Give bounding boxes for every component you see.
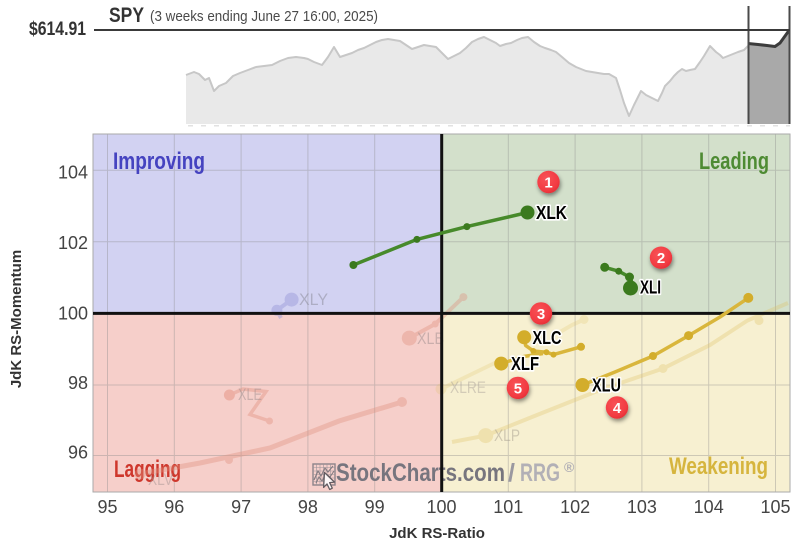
svg-text:102: 102 (560, 497, 590, 517)
svg-text:Leading: Leading (699, 148, 769, 175)
svg-text:Improving: Improving (113, 148, 205, 175)
svg-text:XLC: XLC (533, 328, 562, 348)
svg-text:(3 weeks ending June 27 16:00,: (3 weeks ending June 27 16:00, 2025) (150, 8, 378, 25)
svg-text:3: 3 (537, 306, 545, 323)
svg-text:98: 98 (298, 497, 318, 517)
svg-text:104: 104 (694, 497, 724, 517)
svg-text:XLF: XLF (511, 354, 539, 374)
svg-text:RRG: RRG (520, 459, 560, 487)
svg-text:99: 99 (365, 497, 385, 517)
svg-text:97: 97 (231, 497, 251, 517)
svg-text:105: 105 (760, 497, 790, 517)
svg-text:XLY: XLY (299, 290, 328, 309)
svg-text:2: 2 (657, 250, 665, 267)
svg-text:96: 96 (164, 497, 184, 517)
svg-text:100: 100 (426, 497, 456, 517)
svg-text:XLB: XLB (417, 329, 444, 348)
svg-text:XLP: XLP (494, 426, 520, 445)
svg-text:XLRE: XLRE (450, 378, 486, 397)
svg-text:XLI: XLI (640, 278, 661, 298)
svg-text:Weakening: Weakening (669, 453, 768, 480)
svg-text:96: 96 (68, 443, 88, 463)
svg-text:/: / (508, 459, 515, 487)
svg-text:103: 103 (627, 497, 657, 517)
svg-text:JdK RS-Ratio: JdK RS-Ratio (389, 525, 485, 542)
svg-text:101: 101 (493, 497, 523, 517)
svg-text:XLV: XLV (148, 470, 174, 489)
svg-text:Lagging: Lagging (114, 456, 181, 483)
svg-text:5: 5 (514, 380, 522, 397)
svg-text:104: 104 (58, 163, 88, 183)
svg-text:95: 95 (97, 497, 117, 517)
svg-text:$614.91: $614.91 (29, 19, 86, 40)
svg-text:XLE: XLE (238, 385, 262, 404)
svg-text:4: 4 (613, 400, 622, 417)
svg-text:StockCharts.com: StockCharts.com (336, 459, 505, 487)
svg-text:XLK: XLK (536, 203, 567, 223)
svg-text:SPY: SPY (109, 4, 144, 27)
svg-text:1: 1 (544, 174, 552, 191)
svg-text:100: 100 (58, 303, 88, 323)
svg-text:®: ® (564, 459, 575, 475)
svg-text:102: 102 (58, 233, 88, 253)
svg-text:JdK RS-Momentum: JdK RS-Momentum (8, 250, 25, 388)
svg-text:XLU: XLU (592, 376, 621, 396)
svg-text:98: 98 (68, 373, 88, 393)
